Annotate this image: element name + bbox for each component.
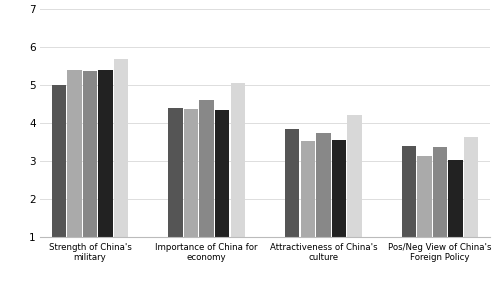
Bar — [332, 140, 346, 237]
Bar — [83, 71, 97, 237]
Bar — [200, 100, 214, 237]
Bar — [300, 141, 315, 237]
Bar — [52, 85, 66, 237]
Bar — [114, 59, 128, 237]
Bar — [464, 137, 478, 237]
Bar — [347, 115, 362, 237]
Bar — [67, 70, 82, 237]
Bar — [433, 147, 447, 237]
Bar — [168, 108, 183, 237]
Bar — [417, 156, 432, 237]
Bar — [285, 129, 300, 237]
Bar — [402, 146, 416, 237]
Bar — [215, 110, 230, 237]
Bar — [230, 83, 245, 237]
Bar — [98, 70, 113, 237]
Bar — [316, 133, 330, 237]
Bar — [448, 160, 463, 237]
Bar — [184, 109, 198, 237]
